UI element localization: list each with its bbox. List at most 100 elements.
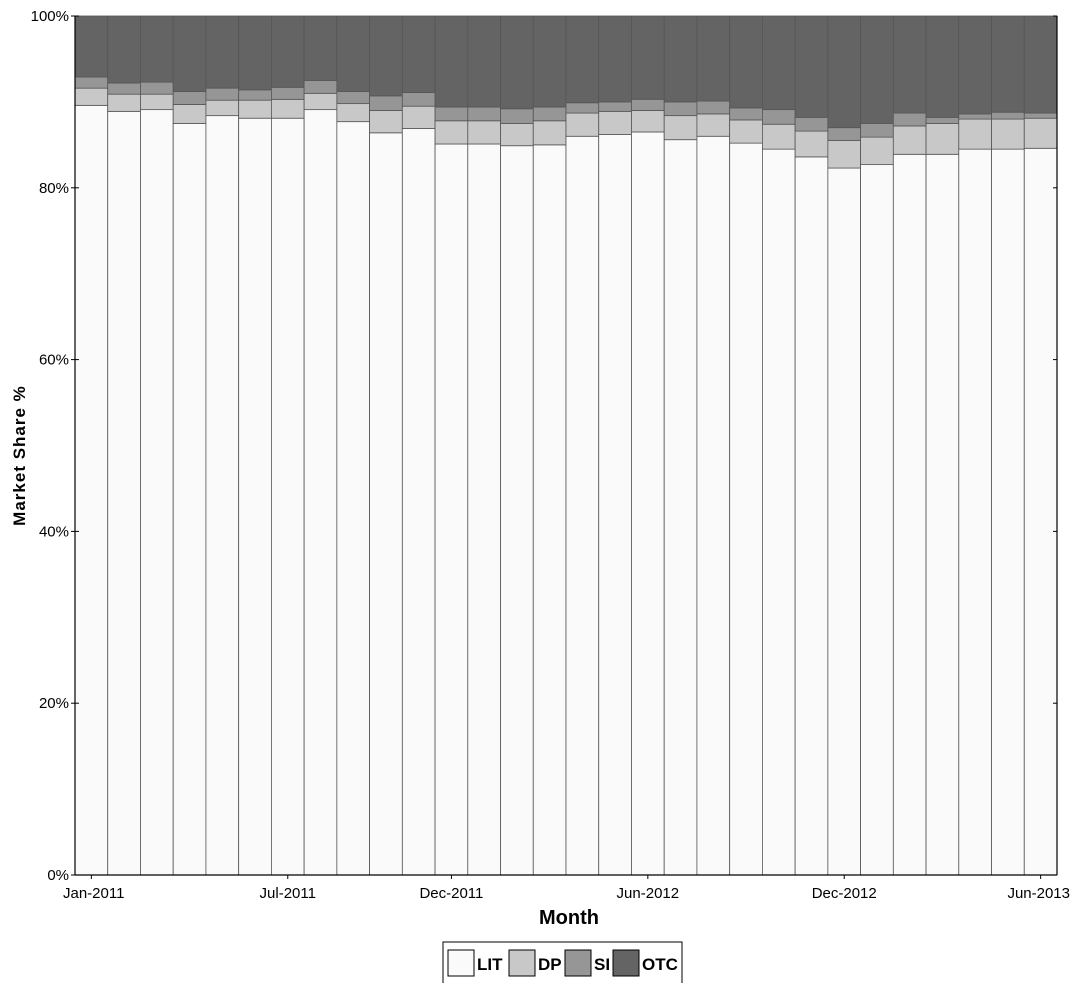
bar-lit-2012-11 (794, 156, 829, 876)
bar-si-2012-08 (696, 100, 731, 115)
bar-si-2012-05 (598, 101, 632, 112)
bar-si-2012-10 (762, 109, 796, 125)
bar-dp-2011-04 (172, 104, 207, 124)
bar-otc-2012-09 (729, 15, 763, 109)
bar-si-2011-10 (369, 95, 403, 111)
bar-otc-2011-01 (74, 15, 109, 78)
bar-dp-2012-10 (762, 123, 796, 150)
y-tick-label: 40% (39, 523, 69, 540)
legend-label-otc: OTC (642, 955, 678, 974)
bar-si-2012-03 (532, 106, 567, 122)
bar-si-2013-03 (925, 116, 960, 124)
bar-otc-2013-05 (991, 15, 1025, 113)
bar-dp-2011-08 (303, 92, 338, 111)
bar-dp-2011-01 (74, 87, 109, 106)
bar-si-2012-06 (631, 98, 665, 111)
bar-otc-2011-04 (172, 15, 207, 92)
bar-si-2011-06 (238, 89, 272, 101)
bar-dp-2012-06 (631, 110, 665, 133)
bar-si-2011-09 (336, 91, 370, 105)
bar-si-2011-02 (107, 82, 141, 95)
bar-otc-2013-01 (860, 15, 894, 124)
x-tick-label: Jan-2011 (63, 885, 124, 902)
bar-lit-2011-08 (303, 109, 338, 876)
bar-dp-2012-01 (467, 120, 501, 145)
bar-si-2011-04 (172, 91, 207, 105)
bar-lit-2011-05 (205, 115, 240, 876)
bar-dp-2013-04 (958, 118, 992, 150)
bar-dp-2011-02 (107, 93, 141, 112)
bar-dp-2012-05 (598, 110, 632, 135)
legend-swatch-dp (508, 949, 536, 977)
bar-dp-2012-03 (532, 120, 567, 146)
y-axis-title: Market Share % (10, 385, 29, 526)
legend-label-si: SI (594, 955, 610, 974)
legend: LIT DP SI OTC (442, 941, 683, 983)
bar-lit-2012-01 (467, 143, 501, 876)
bar-si-2011-11 (401, 92, 436, 107)
bar-si-2011-03 (140, 81, 174, 95)
bar-dp-2013-06 (1023, 117, 1058, 149)
bar-otc-2011-12 (434, 15, 469, 108)
bar-si-2011-07 (270, 86, 305, 100)
x-tick-label: Jun-2012 (617, 885, 680, 902)
bar-lit-2011-07 (270, 117, 305, 876)
bar-lit-2012-12 (827, 167, 861, 876)
bar-dp-2011-03 (140, 93, 174, 111)
bar-otc-2012-04 (565, 15, 600, 104)
bar-si-2011-01 (74, 76, 109, 89)
legend-label-lit: LIT (477, 955, 503, 974)
bar-otc-2011-10 (369, 15, 403, 97)
bar-si-2013-01 (860, 122, 894, 138)
bar-otc-2013-04 (958, 15, 992, 115)
bar-lit-2011-02 (107, 110, 141, 876)
bar-dp-2012-04 (565, 112, 600, 137)
bar-otc-2012-03 (532, 15, 567, 108)
legend-box (442, 941, 683, 983)
bar-lit-2013-02 (892, 153, 927, 876)
bar-dp-2012-02 (500, 122, 534, 147)
bar-otc-2012-01 (467, 15, 501, 108)
bar-otc-2011-11 (401, 15, 436, 93)
bar-dp-2011-11 (401, 105, 436, 129)
bar-lit-2013-01 (860, 164, 894, 876)
bar-otc-2011-03 (140, 15, 174, 83)
bar-si-2012-04 (565, 102, 600, 114)
x-tick-label: Jun-2013 (1007, 885, 1070, 902)
bar-si-2012-02 (500, 108, 534, 124)
bar-lit-2011-10 (369, 132, 403, 876)
bar-dp-2012-12 (827, 140, 861, 169)
bar-si-2012-09 (729, 107, 763, 121)
bar-lit-2011-01 (74, 104, 109, 876)
bar-otc-2011-06 (238, 15, 272, 91)
bar-otc-2012-06 (631, 15, 665, 100)
x-tick-label: Dec-2011 (419, 885, 483, 902)
bar-lit-2013-05 (991, 148, 1025, 876)
bar-lit-2011-06 (238, 117, 272, 876)
bar-dp-2013-05 (991, 118, 1025, 150)
bar-otc-2011-05 (205, 15, 240, 89)
bar-otc-2013-06 (1023, 15, 1058, 114)
legend-swatch-lit (447, 949, 475, 977)
bar-si-2013-05 (991, 111, 1025, 120)
bar-otc-2013-03 (925, 15, 960, 118)
axes (74, 16, 1058, 876)
bar-otc-2012-07 (663, 15, 698, 103)
bar-lit-2013-06 (1023, 147, 1058, 876)
bar-otc-2012-11 (794, 15, 829, 118)
bar-lit-2012-09 (729, 142, 763, 876)
bar-otc-2011-09 (336, 15, 370, 92)
bar-otc-2012-08 (696, 15, 731, 102)
bar-lit-2011-11 (401, 128, 436, 876)
bar-dp-2011-12 (434, 120, 469, 145)
bar-dp-2011-05 (205, 99, 240, 117)
bar-si-2012-12 (827, 127, 861, 141)
x-tick-label: Dec-2012 (812, 885, 877, 902)
bar-si-2011-05 (205, 87, 240, 101)
bar-dp-2013-01 (860, 136, 894, 166)
bar-dp-2011-06 (238, 99, 272, 119)
y-tick-label: 80% (39, 180, 69, 197)
bar-si-2013-04 (958, 113, 992, 120)
bar-lit-2011-04 (172, 122, 207, 876)
y-axis-ticks: 0% 20% 40% 60% 80% 100% (31, 8, 1057, 884)
